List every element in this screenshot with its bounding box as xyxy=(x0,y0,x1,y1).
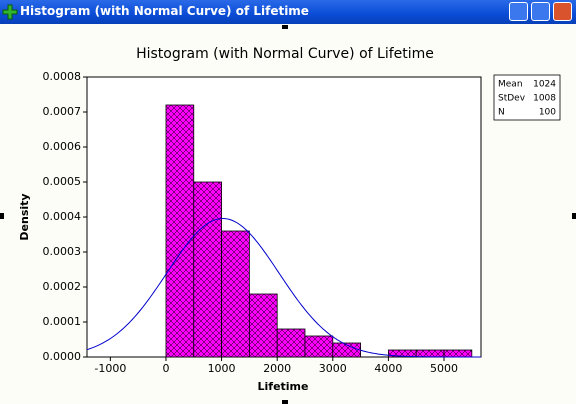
chart-title: Histogram (with Normal Curve) of Lifetim… xyxy=(136,46,434,62)
bar xyxy=(276,328,306,358)
resize-handle[interactable] xyxy=(572,213,576,219)
y-tick-label: 0.0005 xyxy=(43,175,82,188)
y-tick-label: 0.0004 xyxy=(43,210,82,223)
stat-label: StDev xyxy=(498,94,526,104)
x-tick-label: 4000 xyxy=(374,362,402,375)
bar xyxy=(443,349,473,358)
y-tick-label: 0.0008 xyxy=(43,70,82,83)
bar xyxy=(415,349,445,358)
y-tick-label: 0.0006 xyxy=(43,140,82,153)
bar xyxy=(193,181,222,358)
y-axis-label: Density xyxy=(18,193,31,240)
x-tick-label: 1000 xyxy=(208,362,236,375)
window-title: Histogram (with Normal Curve) of Lifetim… xyxy=(20,4,309,18)
x-tick-label: 3000 xyxy=(319,362,347,375)
title-bar: Histogram (with Normal Curve) of Lifetim… xyxy=(0,0,576,24)
stat-value: 1008 xyxy=(533,94,556,104)
bar xyxy=(248,293,278,358)
resize-handle[interactable] xyxy=(0,213,4,219)
minimize-button[interactable] xyxy=(509,2,528,21)
bar xyxy=(165,104,195,358)
bar xyxy=(221,230,250,358)
bar xyxy=(304,335,334,358)
x-tick-label: 5000 xyxy=(430,362,458,375)
close-button[interactable] xyxy=(553,2,572,21)
y-tick-label: 0.0001 xyxy=(43,315,82,328)
x-tick-label: 2000 xyxy=(263,362,291,375)
app-icon xyxy=(2,4,18,20)
y-tick-label: 0.0000 xyxy=(43,350,82,363)
x-axis-label: Lifetime xyxy=(258,380,309,393)
x-tick-label: 0 xyxy=(162,362,169,375)
maximize-button[interactable] xyxy=(531,2,550,21)
stat-value: 100 xyxy=(539,108,556,118)
stat-label: Mean xyxy=(498,80,523,90)
y-tick-label: 0.0003 xyxy=(43,245,82,258)
x-tick-label: -1000 xyxy=(94,362,126,375)
resize-handle[interactable] xyxy=(282,400,288,404)
plot-area xyxy=(86,76,482,358)
stats-box xyxy=(493,74,561,121)
stat-label: N xyxy=(498,108,505,118)
y-tick-label: 0.0007 xyxy=(43,105,82,118)
resize-handle[interactable] xyxy=(282,25,288,29)
stat-value: 1024 xyxy=(533,80,556,90)
normal-curve xyxy=(86,217,481,358)
y-tick-label: 0.0002 xyxy=(43,280,82,293)
